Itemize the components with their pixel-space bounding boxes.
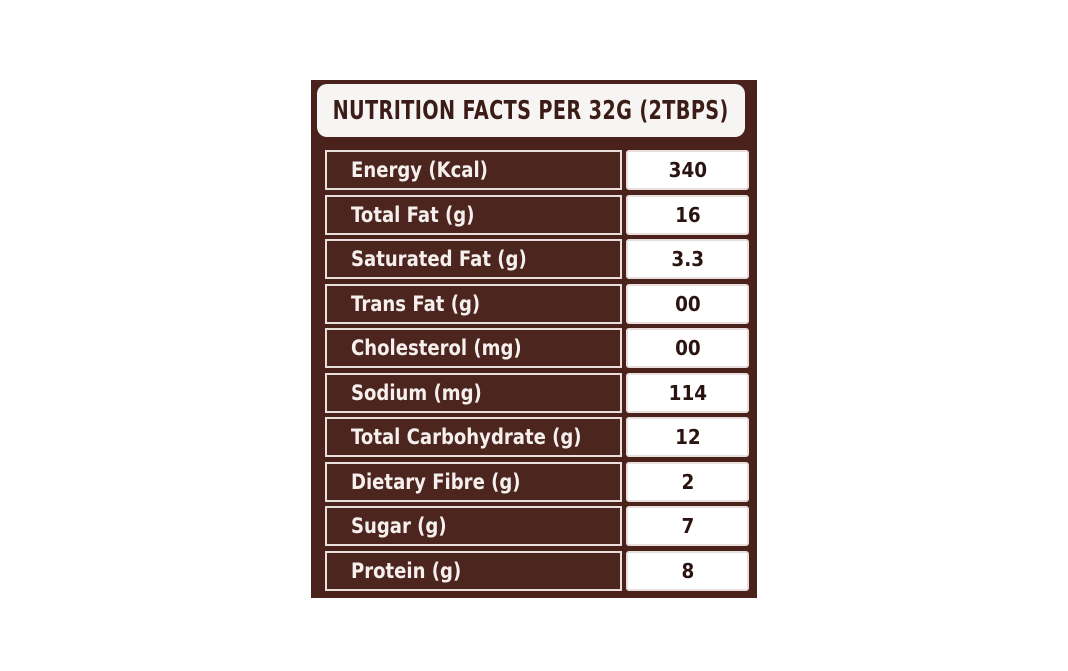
- nutrition-facts-panel: NUTRITION FACTS PER 32G (2TBPS) Energy (…: [311, 80, 757, 598]
- nutrient-value-cell: 2: [626, 461, 749, 502]
- nutrient-value-cell: 8: [626, 550, 749, 591]
- table-row: Cholesterol (mg) 00: [325, 328, 749, 368]
- nutrient-label-cell: Dietary Fibre (g): [325, 461, 622, 502]
- nutrient-label: Protein (g): [351, 558, 462, 583]
- table-row: Total Fat (g) 16: [325, 194, 749, 235]
- nutrient-label-cell: Sodium (mg): [325, 372, 622, 413]
- nutrient-value-cell: 12: [626, 417, 749, 457]
- nutrient-label: Cholesterol (mg): [351, 336, 522, 360]
- nutrient-label-cell: Trans Fat (g): [325, 283, 622, 324]
- nutrient-label-cell: Protein (g): [325, 550, 622, 591]
- nutrient-value: 7: [681, 514, 694, 538]
- nutrient-value: 3.3: [671, 247, 704, 271]
- nutrient-label: Energy (Kcal): [351, 158, 488, 182]
- nutrient-label-cell: Total Carbohydrate (g): [325, 417, 622, 457]
- table-row: Saturated Fat (g) 3.3: [325, 239, 749, 279]
- nutrient-label-cell: Total Fat (g): [325, 194, 622, 235]
- nutrient-value-cell: 00: [626, 328, 749, 368]
- nutrient-value-cell: 114: [626, 372, 749, 413]
- nutrient-value: 340: [668, 158, 707, 182]
- nutrient-label-cell: Cholesterol (mg): [325, 328, 622, 368]
- nutrient-value-cell: 16: [626, 194, 749, 235]
- nutrient-value-cell: 7: [626, 506, 749, 546]
- nutrient-label: Dietary Fibre (g): [351, 469, 521, 494]
- nutrient-label-cell: Sugar (g): [325, 506, 622, 546]
- table-row: Trans Fat (g) 00: [325, 283, 749, 324]
- nutrient-label-cell: Saturated Fat (g): [325, 239, 622, 279]
- nutrient-value: 114: [668, 380, 707, 405]
- nutrient-label-cell: Energy (Kcal): [325, 150, 622, 190]
- nutrient-value: 00: [674, 291, 701, 316]
- nutrition-facts-title-box: NUTRITION FACTS PER 32G (2TBPS): [317, 84, 745, 137]
- nutrient-label: Saturated Fat (g): [351, 247, 527, 271]
- nutrient-value: 2: [681, 469, 694, 494]
- nutrient-value: 16: [674, 202, 701, 227]
- nutrient-value-cell: 3.3: [626, 239, 749, 279]
- table-row: Total Carbohydrate (g) 12: [325, 417, 749, 457]
- nutrient-label: Total Carbohydrate (g): [351, 425, 582, 449]
- nutrient-label: Trans Fat (g): [351, 291, 481, 316]
- nutrient-label: Sugar (g): [351, 514, 447, 538]
- nutrition-facts-title: NUTRITION FACTS PER 32G (2TBPS): [332, 95, 730, 126]
- nutrient-label: Total Fat (g): [351, 202, 475, 227]
- nutrient-value: 00: [674, 336, 701, 360]
- nutrient-value: 8: [681, 558, 694, 583]
- table-row: Sugar (g) 7: [325, 506, 749, 546]
- nutrient-value-cell: 340: [626, 150, 749, 190]
- table-row: Energy (Kcal) 340: [325, 150, 749, 190]
- table-row: Sodium (mg) 114: [325, 372, 749, 413]
- nutrient-value-cell: 00: [626, 283, 749, 324]
- table-row: Protein (g) 8: [325, 550, 749, 591]
- nutrient-label: Sodium (mg): [351, 380, 482, 405]
- table-row: Dietary Fibre (g) 2: [325, 461, 749, 502]
- nutrient-value: 12: [674, 425, 701, 449]
